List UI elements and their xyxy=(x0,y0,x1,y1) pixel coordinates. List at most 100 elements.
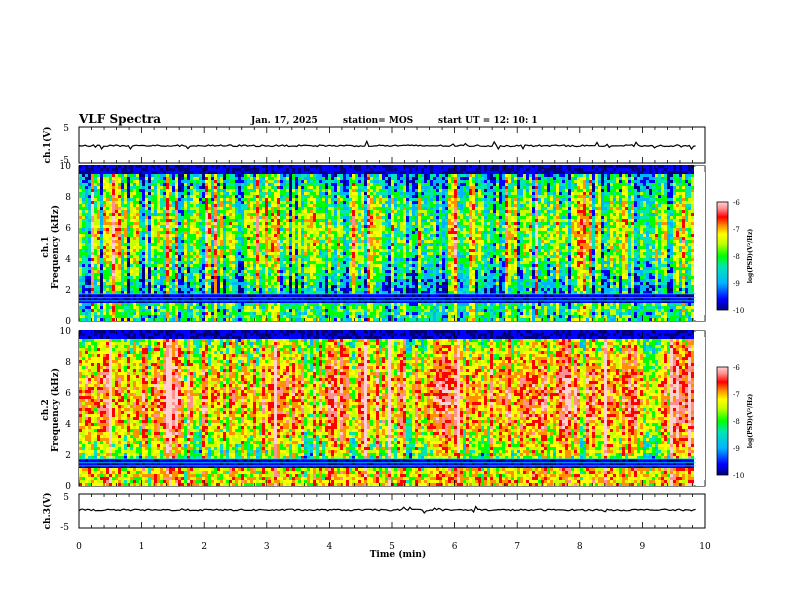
spectrogram-cell xyxy=(340,282,343,285)
spectrogram-cell xyxy=(142,219,145,222)
spectrogram-cell xyxy=(271,228,274,231)
spectrogram-cell xyxy=(79,210,82,213)
spectrogram-cell xyxy=(304,234,307,237)
spectrogram-cell xyxy=(202,309,205,312)
spectrogram-cell xyxy=(163,237,166,240)
spectrogram-cell xyxy=(226,276,229,279)
spectrogram-cell xyxy=(280,237,283,240)
spectrogram-cell xyxy=(259,192,262,195)
spectrogram-cell xyxy=(196,207,199,210)
spectrogram-cell xyxy=(157,216,160,219)
spectrogram-cell xyxy=(103,177,106,180)
spectrogram-cell xyxy=(88,234,91,237)
spectrogram-cell xyxy=(262,195,265,198)
spectrogram-cell xyxy=(298,285,301,288)
spectrogram-cell xyxy=(322,192,325,195)
spectrogram-cell xyxy=(205,318,208,321)
spectrogram-cell xyxy=(106,192,109,195)
spectrogram-cell xyxy=(91,174,94,177)
spectrogram-cell xyxy=(295,252,298,255)
spectrogram-cell xyxy=(205,255,208,258)
spectrogram-cell xyxy=(313,183,316,186)
spectrogram-cell xyxy=(292,192,295,195)
spectrogram-cell xyxy=(298,210,301,213)
spectrogram-cell xyxy=(220,306,223,309)
spectrogram-cell xyxy=(166,270,169,273)
spectrogram-cell xyxy=(322,237,325,240)
spectrogram-cell xyxy=(307,228,310,231)
spectrogram-cell xyxy=(226,225,229,228)
spectrogram-cell xyxy=(325,264,328,267)
spectrogram-cell xyxy=(118,306,121,309)
spectrogram-cell xyxy=(142,249,145,252)
spectrogram-cell xyxy=(193,228,196,231)
spectrogram-cell xyxy=(157,168,160,171)
spectrogram-cell xyxy=(253,282,256,285)
spectrogram-cell xyxy=(217,189,220,192)
spectrogram-cell xyxy=(94,312,97,315)
spectrogram-cell xyxy=(355,252,358,255)
spectrogram-cell xyxy=(211,312,214,315)
spectrogram-cell xyxy=(280,312,283,315)
spectrogram-cell xyxy=(328,180,331,183)
spectrogram-cell xyxy=(115,225,118,228)
spectrogram-cell xyxy=(325,177,328,180)
spectrogram-cell xyxy=(205,186,208,189)
spectrogram-cell xyxy=(142,207,145,210)
spectrogram-cell xyxy=(325,231,328,234)
spectrogram-cell xyxy=(238,228,241,231)
spectrogram-cell xyxy=(298,213,301,216)
spectrogram-cell xyxy=(211,222,214,225)
spectrogram-cell xyxy=(268,171,271,174)
spectrogram-cell xyxy=(187,222,190,225)
spectrogram-cell xyxy=(304,237,307,240)
spectrogram-cell xyxy=(289,207,292,210)
spectrogram-cell xyxy=(310,192,313,195)
spectrogram-cell xyxy=(103,207,106,210)
spectrogram-cell xyxy=(160,276,163,279)
spectrogram-cell xyxy=(277,195,280,198)
spectrogram-cell xyxy=(235,168,238,171)
spectrogram-cell xyxy=(286,219,289,222)
spectrogram-cell xyxy=(181,198,184,201)
spectrogram-cell xyxy=(355,306,358,309)
spectrogram-cell xyxy=(310,207,313,210)
spectrogram-cell xyxy=(211,168,214,171)
spectrogram-cell xyxy=(328,183,331,186)
spectrogram-cell xyxy=(295,303,298,306)
spectrogram-cell xyxy=(334,300,337,303)
spectrogram-cell xyxy=(196,279,199,282)
spectrogram-cell xyxy=(178,249,181,252)
spectrogram-cell xyxy=(346,189,349,192)
spectrogram-cell xyxy=(136,297,139,300)
spectrogram-cell xyxy=(139,183,142,186)
spectrogram-cell xyxy=(184,219,187,222)
spectrogram-cell xyxy=(325,306,328,309)
spectrogram-cell xyxy=(298,279,301,282)
spectrogram-cell xyxy=(91,180,94,183)
spectrogram-cell xyxy=(172,246,175,249)
spectrogram-cell xyxy=(265,234,268,237)
spectrogram-cell xyxy=(244,279,247,282)
spectrogram-cell xyxy=(343,285,346,288)
spectrogram-cell xyxy=(184,180,187,183)
spectrogram-cell xyxy=(322,213,325,216)
spectrogram-cell xyxy=(208,312,211,315)
spectrogram-cell xyxy=(208,189,211,192)
spectrogram-cell xyxy=(79,285,82,288)
spectrogram-cell xyxy=(307,315,310,318)
spectrogram-cell xyxy=(334,297,337,300)
spectrogram-cell xyxy=(208,228,211,231)
spectrogram-cell xyxy=(139,300,142,303)
spectrogram-cell xyxy=(91,192,94,195)
spectrogram-cell xyxy=(124,288,127,291)
spectrogram-cell xyxy=(193,222,196,225)
spectrogram-cell xyxy=(139,216,142,219)
spectrogram-cell xyxy=(208,300,211,303)
spectrogram-cell xyxy=(145,267,148,270)
spectrogram-cell xyxy=(115,282,118,285)
spectrogram-cell xyxy=(88,180,91,183)
spectrogram-cell xyxy=(226,186,229,189)
spectrogram-cell xyxy=(115,285,118,288)
spectrogram-cell xyxy=(139,213,142,216)
